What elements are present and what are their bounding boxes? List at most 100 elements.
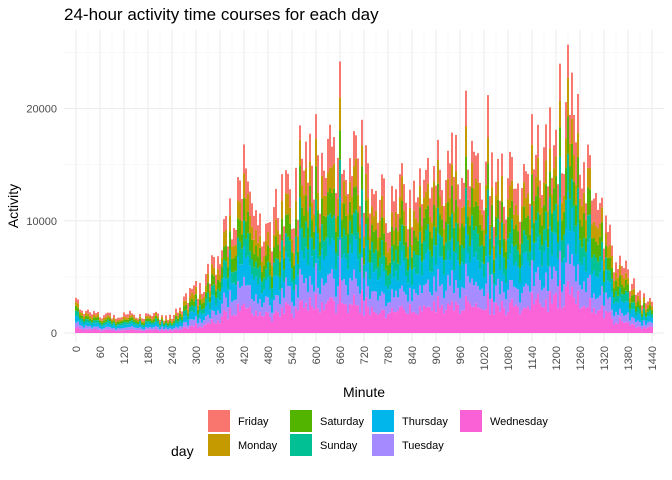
bar-saturday	[383, 233, 385, 256]
bar-wednesday	[443, 313, 445, 334]
bar-sunday	[449, 240, 451, 260]
bar-wednesday	[533, 304, 535, 334]
bar-monday	[397, 231, 399, 246]
bar-monday	[403, 210, 405, 226]
bar-wednesday	[119, 330, 121, 334]
bar-tuesday	[499, 294, 501, 312]
bar-sunday	[265, 268, 267, 281]
bar-friday	[133, 314, 135, 318]
bar-tuesday	[533, 285, 535, 305]
bar-saturday	[417, 240, 419, 256]
bar-monday	[473, 188, 475, 207]
bar-monday	[77, 303, 79, 308]
bar-sunday	[645, 316, 647, 321]
bar-friday	[167, 319, 169, 323]
bar-tuesday	[575, 281, 577, 305]
bar-sunday	[589, 214, 591, 239]
bar-tuesday	[479, 289, 481, 309]
bar-sunday	[371, 241, 373, 263]
bar-thursday	[263, 289, 265, 303]
bar-saturday	[233, 257, 235, 272]
bar-saturday	[207, 282, 209, 293]
bar-friday	[539, 180, 541, 198]
bar-sunday	[393, 261, 395, 278]
bar-thursday	[607, 280, 609, 299]
bar-friday	[465, 90, 467, 127]
bar-thursday	[557, 258, 559, 287]
bar-friday	[487, 95, 489, 138]
bar-wednesday	[111, 330, 113, 334]
bar-friday	[577, 93, 579, 133]
bar-monday	[537, 157, 539, 187]
bar-tuesday	[81, 325, 83, 330]
bar-thursday	[619, 297, 621, 309]
bar-tuesday	[293, 306, 295, 318]
bar-sunday	[201, 309, 203, 315]
bar-wednesday	[607, 312, 609, 334]
y-tick-label: 20000	[26, 104, 57, 116]
bar-sunday	[575, 225, 577, 255]
bar-wednesday	[463, 310, 465, 334]
bar-monday	[145, 316, 147, 319]
bar-tuesday	[273, 300, 275, 314]
bar-tuesday	[277, 295, 279, 313]
bar-tuesday	[609, 297, 611, 312]
bar-sunday	[209, 302, 211, 310]
bar-monday	[489, 224, 491, 239]
bar-monday	[417, 223, 419, 241]
bar-saturday	[583, 212, 585, 239]
bar-saturday	[357, 212, 359, 233]
bar-sunday	[109, 320, 111, 324]
bar-wednesday	[261, 316, 263, 334]
bar-saturday	[423, 217, 425, 241]
bar-tuesday	[487, 262, 489, 294]
bar-wednesday	[287, 304, 289, 334]
bar-monday	[247, 193, 249, 212]
bar-sunday	[205, 298, 207, 307]
bar-saturday	[193, 301, 195, 307]
bar-saturday	[265, 255, 267, 269]
bar-friday	[641, 305, 643, 311]
bar-saturday	[191, 298, 193, 306]
bar-monday	[573, 155, 575, 182]
bar-saturday	[323, 215, 325, 241]
bar-monday	[263, 256, 265, 266]
bar-sunday	[541, 245, 543, 267]
bar-monday	[273, 234, 275, 248]
bar-thursday	[295, 255, 297, 285]
bar-sunday	[557, 242, 559, 259]
bar-sunday	[609, 270, 611, 283]
bar-monday	[229, 215, 231, 232]
bar-saturday	[537, 186, 539, 213]
bar-wednesday	[411, 312, 413, 334]
bar-tuesday	[427, 279, 429, 307]
bar-wednesday	[195, 323, 197, 334]
bar-wednesday	[489, 314, 491, 334]
bar-friday	[621, 266, 623, 275]
bar-tuesday	[165, 327, 167, 330]
bar-sunday	[123, 321, 125, 325]
bar-friday	[345, 180, 347, 196]
bar-wednesday	[337, 304, 339, 334]
bar-thursday	[387, 289, 389, 303]
bar-wednesday	[241, 305, 243, 334]
bar-wednesday	[251, 313, 253, 334]
bar-thursday	[119, 325, 121, 329]
bar-wednesday	[169, 330, 171, 334]
bar-tuesday	[623, 315, 625, 323]
bar-wednesday	[365, 297, 367, 334]
bar-friday	[93, 311, 95, 315]
bar-friday	[273, 207, 275, 235]
bar-tuesday	[389, 302, 391, 313]
bar-monday	[557, 204, 559, 222]
bar-monday	[307, 211, 309, 228]
bar-tuesday	[641, 325, 643, 330]
bar-wednesday	[371, 307, 373, 334]
bar-tuesday	[573, 266, 575, 298]
bar-thursday	[123, 324, 125, 328]
bar-sunday	[623, 294, 625, 303]
bar-thursday	[175, 323, 177, 327]
bar-monday	[621, 274, 623, 285]
bar-monday	[553, 168, 555, 189]
bar-thursday	[499, 270, 501, 295]
